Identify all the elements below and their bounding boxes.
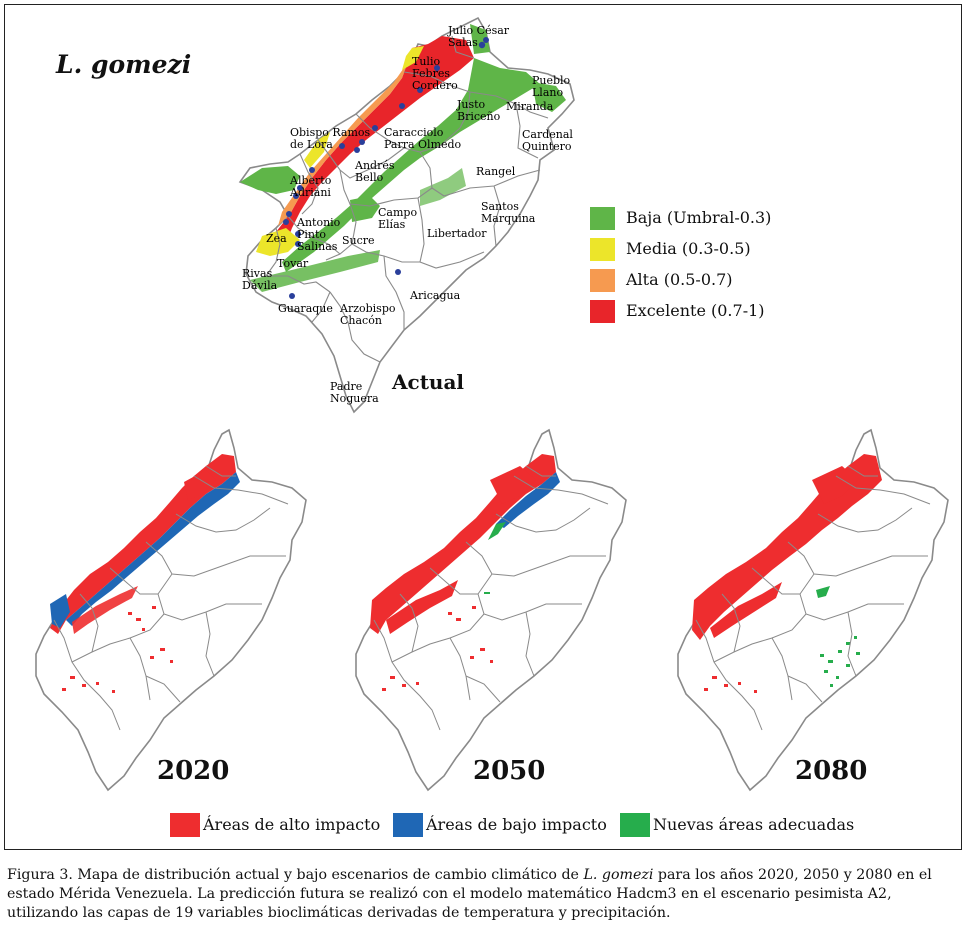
species-title: L. gomezi: [56, 50, 192, 79]
map-2020: [35, 429, 307, 791]
legend-swatch: [590, 207, 615, 230]
legend-label: Nuevas áreas adecuadas: [653, 815, 855, 834]
legend-label: Áreas de bajo impacto: [426, 815, 607, 834]
legend-swatch: [590, 269, 615, 292]
legend-label: Excelente (0.7-1): [626, 301, 765, 320]
caption-text: Figura 3. Mapa de distribución actual y …: [7, 867, 584, 883]
legend-swatch: [590, 300, 615, 323]
legend-label: Media (0.3-0.5): [626, 239, 751, 258]
figure-frame: [4, 4, 962, 850]
municipality-label: Cardenal Quintero: [522, 128, 573, 153]
year-label-2050: 2050: [473, 756, 546, 786]
municipality-label: Arzobispo Chacón: [340, 302, 396, 327]
municipality-label: Sucre: [342, 234, 375, 247]
municipality-label: Santos Marquina: [481, 200, 536, 225]
map-2080: [677, 429, 949, 791]
year-label-2080: 2080: [795, 756, 868, 786]
municipality-label: Campo Elías: [378, 206, 418, 231]
year-label-2020: 2020: [157, 756, 230, 786]
municipality-label: Pueblo Llano: [532, 74, 571, 99]
legend-swatch: [170, 813, 200, 837]
legend-swatch: [620, 813, 650, 837]
caption-text: para los años 2020, 2050 y 2080 en el es…: [7, 867, 932, 921]
legend-label: Áreas de alto impacto: [203, 815, 381, 834]
municipality-label: Rangel: [476, 165, 516, 178]
actual-map: [239, 17, 575, 413]
legend-swatch: [393, 813, 423, 837]
municipality-label: Julio César Salas: [448, 24, 510, 49]
municipality-label: Alberto Adriani: [290, 174, 332, 199]
municipality-label: Andrés Bello: [355, 159, 395, 184]
municipality-label: Padre Noguera: [330, 380, 379, 405]
municipality-label: Tovar: [277, 257, 309, 270]
municipality-label: Caracciolo Parra Olmedo: [384, 126, 462, 151]
municipality-label: Aricagua: [410, 289, 461, 302]
municipality-label: Zea: [266, 232, 287, 245]
municipality-label: Libertador: [427, 227, 487, 240]
legend-label: Baja (Umbral-0.3): [626, 208, 772, 227]
municipality-label: Miranda: [506, 100, 554, 113]
caption-species: L. gomezi: [583, 867, 654, 883]
municipality-label: Antonio Pinto Salinas: [297, 216, 341, 253]
municipality-label: Rivas Dávila: [242, 267, 278, 292]
actual-map-label: Actual: [392, 370, 465, 394]
municipality-label: Guaraque: [278, 302, 333, 315]
figure-caption: Figura 3. Mapa de distribución actual y …: [7, 866, 965, 923]
municipality-label: Justo Briceño: [457, 98, 501, 123]
map-2050: [355, 429, 627, 791]
legend-swatch: [590, 238, 615, 261]
legend-label: Alta (0.5-0.7): [626, 270, 733, 289]
municipality-label: Obispo Ramos de Lora: [290, 126, 371, 151]
municipality-label: Tulio Febres Cordero: [412, 55, 458, 92]
